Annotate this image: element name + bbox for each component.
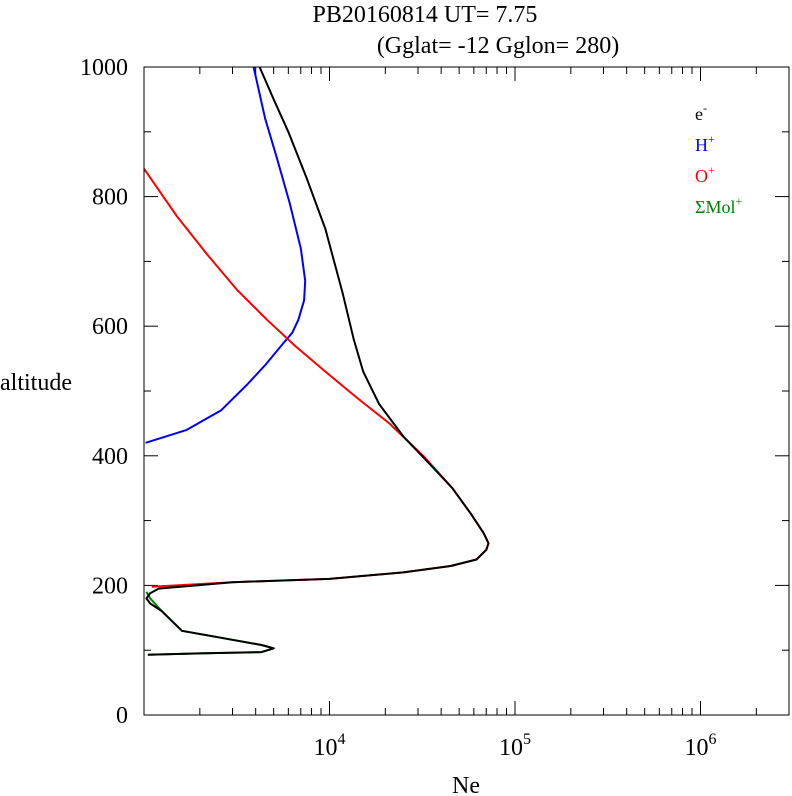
x-tick-label: 104 (313, 731, 345, 761)
x-tick-labels: 104 105 106 (313, 731, 716, 761)
y-tick-label: 1000 (80, 55, 128, 81)
legend-entry-hydrogen: H+ (695, 132, 715, 155)
chart-title-line1: PB20160814 UT= 7.75 (313, 2, 538, 28)
legend-entry-oxygen: O+ (695, 163, 715, 186)
y-tick-label: 600 (92, 314, 128, 340)
series-line-oxygen (143, 168, 490, 588)
y-tick-label: 200 (92, 573, 128, 599)
x-tick-label: 105 (499, 731, 531, 761)
series-layer (143, 66, 490, 656)
y-tick-labels: 0 200 400 600 800 1000 (80, 55, 128, 729)
y-tick-label: 400 (92, 444, 128, 470)
legend: e- H+ O+ ΣMol+ (695, 101, 742, 217)
y-tick-label: 800 (92, 185, 128, 211)
x-axis-label: Ne (452, 773, 480, 796)
y-axis-label: altitude (0, 370, 72, 396)
legend-entry-electrons: e- (695, 101, 707, 124)
chart-title-line2: (Gglat= -12 Gglon= 280) (377, 33, 619, 59)
series-line-electrons (145, 66, 490, 656)
y-tick-label: 0 (116, 703, 128, 729)
series-line-hydrogen (145, 66, 307, 444)
plot-frame (143, 66, 790, 716)
legend-entry-molecular: ΣMol+ (695, 194, 742, 217)
series-line-molecular (145, 591, 275, 656)
x-tick-label: 106 (684, 731, 716, 761)
